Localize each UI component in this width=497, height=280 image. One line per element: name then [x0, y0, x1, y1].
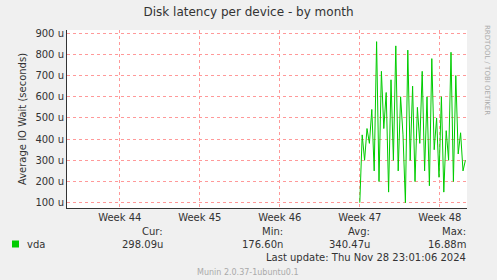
svg-text:Week 45: Week 45	[178, 212, 221, 223]
svg-text:Week 44: Week 44	[98, 212, 141, 223]
svg-text:Week 46: Week 46	[258, 212, 301, 223]
svg-text:Week 47: Week 47	[338, 212, 381, 223]
svg-text:16.88m: 16.88m	[428, 239, 466, 250]
svg-text:Disk latency per device - by m: Disk latency per device - by month	[143, 5, 353, 19]
svg-text:100 u: 100 u	[35, 197, 64, 208]
svg-text:900 u: 900 u	[35, 28, 64, 39]
svg-text:200 u: 200 u	[35, 176, 64, 187]
svg-text:176.60n: 176.60n	[242, 239, 283, 250]
svg-text:Munin 2.0.37-1ubuntu0.1: Munin 2.0.37-1ubuntu0.1	[197, 268, 299, 277]
svg-text:Last update: Thu Nov 28 23:01:: Last update: Thu Nov 28 23:01:06 2024	[266, 252, 466, 263]
svg-text:Week 48: Week 48	[418, 212, 461, 223]
svg-text:340.47u: 340.47u	[329, 239, 370, 250]
svg-text:Avg:: Avg:	[348, 226, 370, 237]
svg-text:Average IO Wait (seconds): Average IO Wait (seconds)	[17, 53, 28, 185]
svg-text:vda: vda	[27, 239, 45, 250]
svg-text:RRDTOOL / TOBI OETIKER: RRDTOOL / TOBI OETIKER	[483, 25, 491, 115]
svg-text:300 u: 300 u	[35, 155, 64, 166]
svg-text:700 u: 700 u	[35, 70, 64, 81]
svg-text:800 u: 800 u	[35, 49, 64, 60]
svg-text:Min:: Min:	[262, 226, 283, 237]
svg-text:400 u: 400 u	[35, 134, 64, 145]
svg-text:500 u: 500 u	[35, 112, 64, 123]
svg-text:298.09u: 298.09u	[122, 239, 163, 250]
svg-text:Max:: Max:	[442, 226, 466, 237]
svg-text:Cur:: Cur:	[142, 226, 163, 237]
svg-text:600 u: 600 u	[35, 91, 64, 102]
